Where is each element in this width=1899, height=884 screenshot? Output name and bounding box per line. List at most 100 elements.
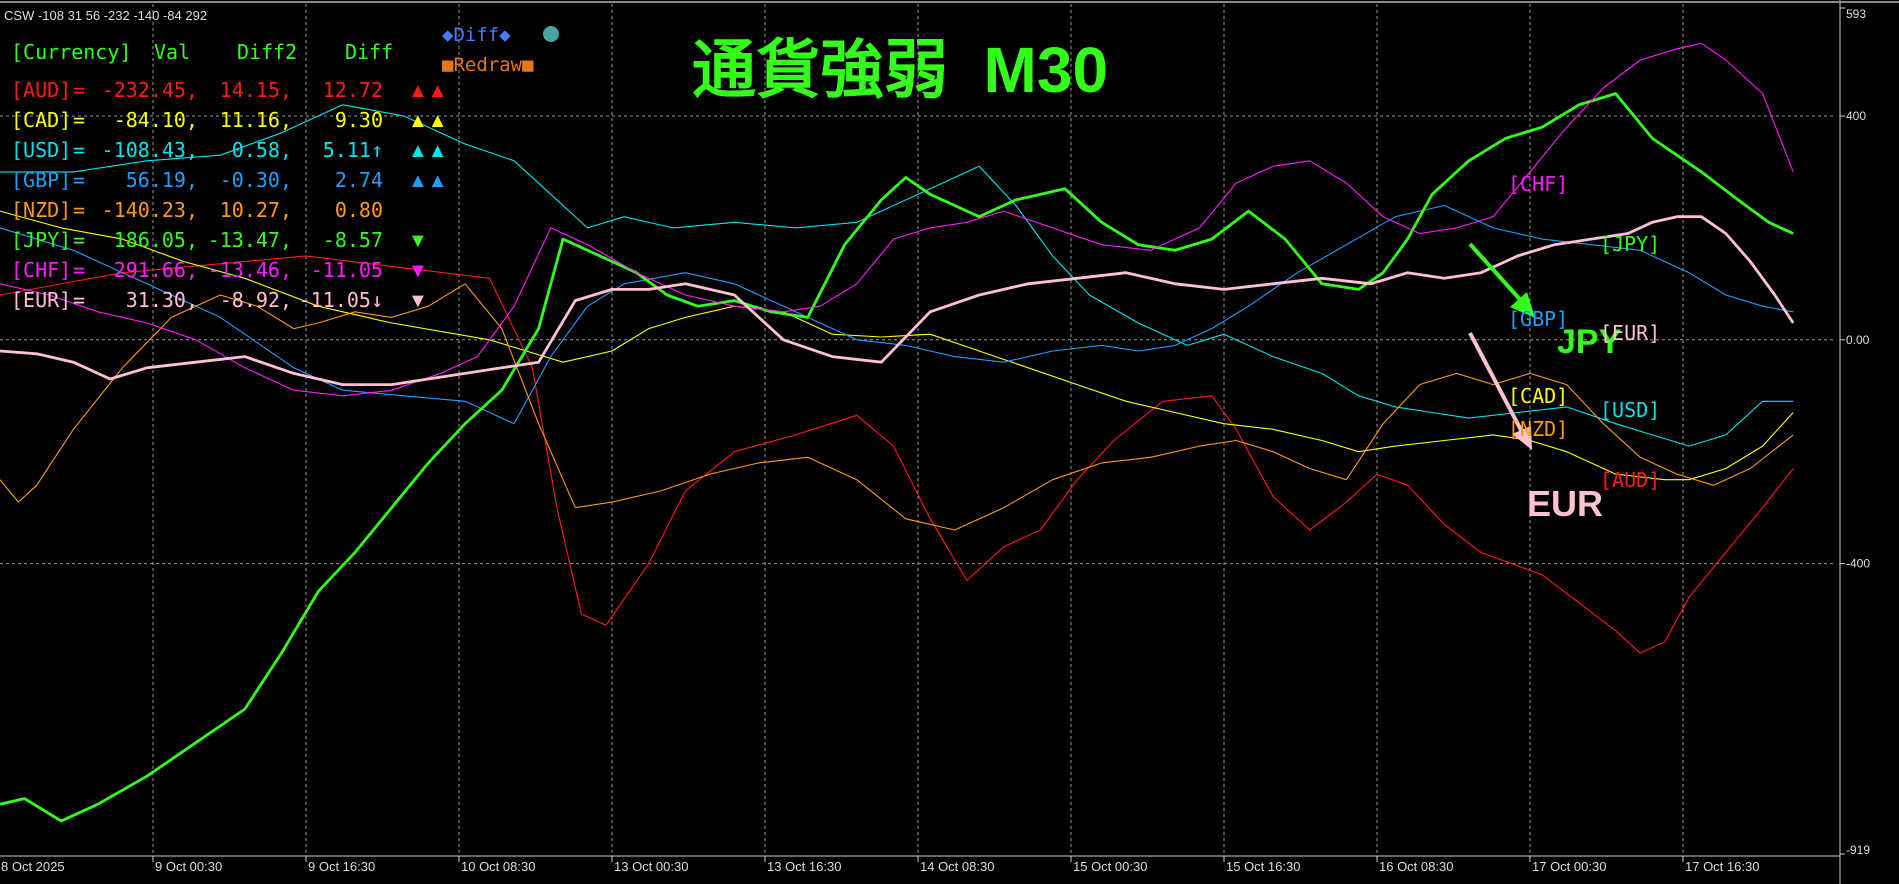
table-cell-val: -108.43, [102, 138, 198, 162]
table-cell-equals: = [73, 78, 85, 102]
table-cell-diff2: -8.92, [220, 288, 292, 312]
redraw-button[interactable]: ■Redraw■ [442, 54, 534, 76]
series-line-cad [0, 210, 1794, 481]
x-tick-label: 8 Oct 2025 [1, 859, 65, 874]
table-header-diff: Diff [345, 40, 393, 64]
table-cell-val: 31.30, [126, 288, 198, 312]
table-cell-arrows: ▲▲ [408, 140, 448, 162]
series-layer [0, 42, 1795, 823]
jpy-arrow-line [1468, 242, 1527, 307]
series-line-jpy [0, 92, 1794, 823]
x-tick-label: 13 Oct 16:30 [767, 859, 841, 874]
table-header-currency: [Currency] [11, 40, 131, 64]
table-cell-arrows: ▲▲ [408, 170, 448, 192]
x-tick-label: 15 Oct 16:30 [1226, 859, 1300, 874]
legend-label-aud: [AUD] [1600, 468, 1660, 492]
table-cell-currency: [JPY] [11, 228, 71, 252]
y-tick-label: 0.00 [1846, 333, 1870, 347]
table-cell-diff2: 0.58, [232, 138, 292, 162]
legend-label-usd: [USD] [1600, 398, 1660, 422]
table-cell-currency: [USD] [11, 138, 71, 162]
table-cell-currency: [AUD] [11, 78, 71, 102]
table-cell-diff2: 11.16, [220, 108, 292, 132]
table-cell-equals: = [73, 108, 85, 132]
table-cell-arrows: ▼ [408, 260, 428, 282]
table-cell-currency: [NZD] [11, 198, 71, 222]
legend-label-gbp: [GBP] [1508, 307, 1568, 331]
table-cell-equals: = [73, 288, 85, 312]
currency-table: [Currency] Val Diff2 Diff [AUD] -232.45, 1… [11, 40, 448, 312]
x-tick-label: 9 Oct 00:30 [155, 859, 222, 874]
table-cell-arrows: ▼ [408, 290, 428, 312]
indicator-caption: CSW -108 31 56 -232 -140 -84 292 [4, 8, 207, 23]
table-cell-equals: = [73, 168, 85, 192]
x-tick-label: 10 Oct 08:30 [461, 859, 535, 874]
table-cell-currency: [EUR] [11, 288, 71, 312]
table-cell-val: 56.19, [126, 168, 198, 192]
y-tick-label: 593 [1846, 7, 1866, 21]
x-tick-label: 17 Oct 00:30 [1532, 859, 1606, 874]
table-header-diff2: Diff2 [237, 40, 297, 64]
table-cell-equals: = [73, 198, 85, 222]
table-cell-diff: -11.05↓ [299, 288, 383, 312]
legend-label-jpy: [JPY] [1600, 232, 1660, 256]
table-cell-diff2: 14.15, [220, 78, 292, 102]
table-cell-arrows: ▲▲ [408, 80, 448, 102]
table-cell-diff: -11.05 [311, 258, 383, 282]
legend-label-cad: [CAD] [1508, 384, 1568, 408]
table-cell-diff2: -13.47, [208, 228, 292, 252]
diff-button-label[interactable]: ◆Diff◆ [442, 24, 511, 46]
series-line-gbp [0, 204, 1794, 425]
eur-annotation: EUR [1527, 483, 1603, 524]
jpy-arrow-head [1510, 292, 1535, 318]
eur-arrow-line [1468, 332, 1524, 433]
table-cell-diff: 9.30 [335, 108, 383, 132]
chart-title: 通貨強弱 M30 [692, 34, 1108, 106]
table-cell-diff2: -0.30, [220, 168, 292, 192]
y-tick-label: -400 [1846, 557, 1870, 571]
right-legend: [CHF] [JPY] [GBP] [EUR] [CAD] [NZD] [USD] [AUD] [1508, 172, 1660, 492]
table-cell-val: -140.23, [102, 198, 198, 222]
table-cell-diff2: 10.27, [220, 198, 292, 222]
table-cell-currency: [CAD] [11, 108, 71, 132]
table-cell-equals: = [73, 228, 85, 252]
y-tick-label: 400 [1846, 109, 1866, 123]
eur-arrow-head [1512, 426, 1532, 450]
diff-button[interactable]: ◆Diff◆ [442, 24, 559, 46]
table-cell-val: 291.66, [114, 258, 198, 282]
legend-label-nzd: [NZD] [1508, 417, 1568, 441]
table-cell-currency: [GBP] [11, 168, 71, 192]
series-line-nzd [0, 283, 1794, 531]
table-cell-equals: = [73, 258, 85, 282]
table-cell-val: -232.45, [102, 78, 198, 102]
table-cell-arrows: ▲▲ [408, 110, 448, 132]
table-cell-val: 186.05, [114, 228, 198, 252]
circle-icon[interactable] [543, 26, 559, 42]
table-cell-diff: 2.74 [335, 168, 383, 192]
x-tick-label: 13 Oct 00:30 [614, 859, 688, 874]
x-tick-label: 15 Oct 00:30 [1073, 859, 1147, 874]
series-line-aud [0, 255, 1794, 654]
x-tick-label: 16 Oct 08:30 [1379, 859, 1453, 874]
jpy-arrow [1468, 242, 1535, 318]
table-cell-currency: [CHF] [11, 258, 71, 282]
jpy-annotation: JPY [1557, 323, 1622, 361]
table-cell-val: -84.10, [114, 108, 198, 132]
y-tick-label: -919 [1846, 843, 1870, 857]
table-cell-diff: 0.80 [335, 198, 383, 222]
x-tick-label: 17 Oct 16:30 [1685, 859, 1759, 874]
table-cell-arrows: ▼ [408, 230, 428, 252]
legend-label-chf: [CHF] [1508, 172, 1568, 196]
table-cell-diff: 5.11↑ [323, 138, 383, 162]
table-cell-diff: -8.57 [323, 228, 383, 252]
x-tick-label: 14 Oct 08:30 [920, 859, 994, 874]
table-header-val: Val [154, 40, 190, 64]
series-line-usd [0, 104, 1794, 447]
table-cell-equals: = [73, 138, 85, 162]
eur-arrow [1468, 332, 1532, 450]
x-tick-label: 9 Oct 16:30 [308, 859, 375, 874]
